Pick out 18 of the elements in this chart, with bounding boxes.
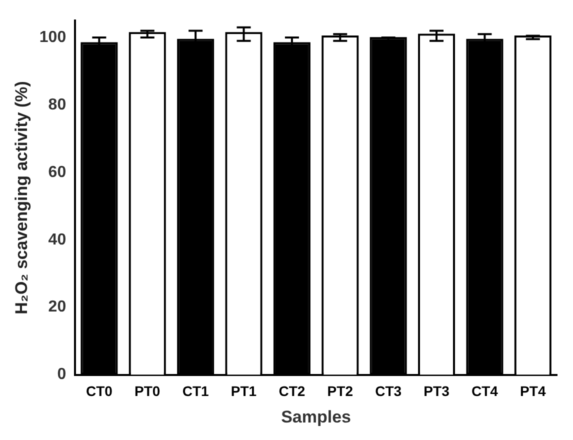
x-tick-label: PT0 — [134, 383, 160, 400]
y-tick-label: 100 — [39, 28, 66, 46]
x-tick-label: PT1 — [230, 383, 257, 400]
x-tick-label: CT0 — [86, 383, 113, 400]
y-tick-label: 0 — [57, 366, 66, 384]
x-tick-label: CT2 — [278, 383, 306, 400]
y-tick-label: 60 — [48, 164, 66, 181]
x-tick-label: PT2 — [327, 383, 354, 400]
y-tick-label: 80 — [48, 96, 66, 114]
y-tick-label: 20 — [48, 298, 66, 316]
x-tick-label: PT4 — [520, 383, 546, 400]
x-tick-label: CT4 — [471, 383, 498, 400]
x-tick-label: CT1 — [182, 383, 210, 400]
y-axis-title: H₂O₂ scavenging activity (%) — [12, 81, 31, 314]
x-tick-label: CT3 — [375, 383, 402, 400]
x-axis-title: Samples — [281, 407, 352, 426]
x-tick-label: PT3 — [424, 383, 450, 400]
y-tick-label: 40 — [48, 231, 66, 248]
